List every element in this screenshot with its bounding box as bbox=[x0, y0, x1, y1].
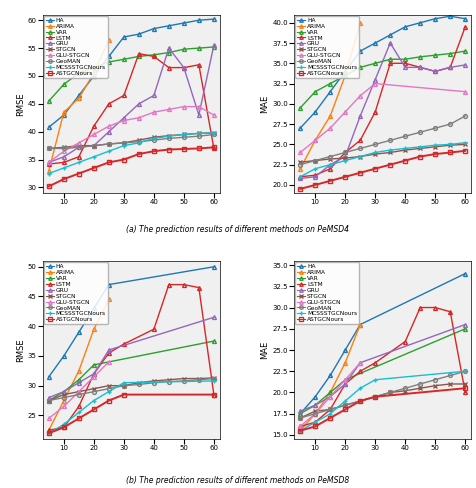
Y-axis label: RMSE: RMSE bbox=[16, 92, 25, 116]
Legend: HA, ARIMA, VAR, LSTM, GRU, STGCN, GLU-STGCN, GeoMAN, MCSSSTGCNours, ASTGCNours: HA, ARIMA, VAR, LSTM, GRU, STGCN, GLU-ST… bbox=[296, 262, 359, 324]
Text: (a) The prediction results of different methods on PeMSD4: (a) The prediction results of different … bbox=[127, 225, 349, 234]
Legend: HA, ARIMA, VAR, LSTM, GRU, STGCN, GLU-STGCN, GeoMAN, MCSSSTGCNours, ASTGCNours: HA, ARIMA, VAR, LSTM, GRU, STGCN, GLU-ST… bbox=[44, 16, 108, 78]
Text: (b) The prediction results of different methods on PeMSD8: (b) The prediction results of different … bbox=[126, 476, 350, 485]
Legend: HA, ARIMA, VAR, LSTM, GRU, STGCN, GLU-STGCN, GeoMAN, MCSSSTGCNours, ASTGCNours: HA, ARIMA, VAR, LSTM, GRU, STGCN, GLU-ST… bbox=[296, 16, 359, 78]
Legend: HA, ARIMA, VAR, LSTM, GRU, STGCN, GLU-STGCN, GeoMAN, MCSSSTGCNours, ASTGCNours: HA, ARIMA, VAR, LSTM, GRU, STGCN, GLU-ST… bbox=[44, 262, 108, 324]
Y-axis label: MAE: MAE bbox=[260, 95, 269, 113]
Y-axis label: RMSE: RMSE bbox=[16, 338, 25, 362]
Y-axis label: MAE: MAE bbox=[260, 341, 269, 359]
